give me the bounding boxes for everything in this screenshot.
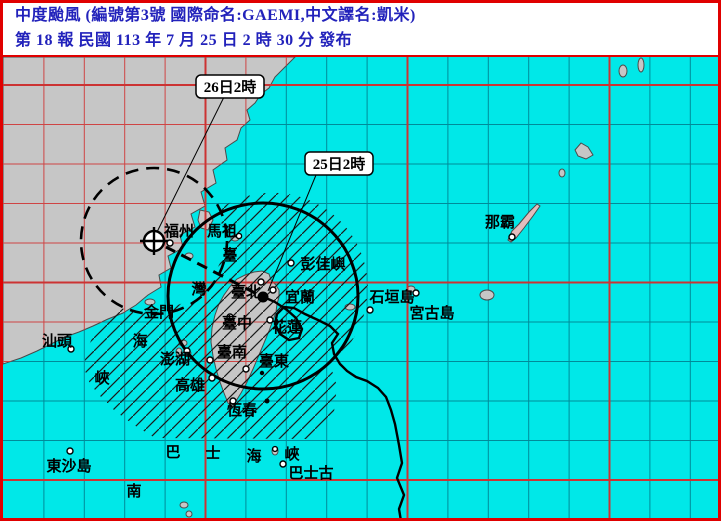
marker-taichung	[226, 313, 234, 321]
label-taichung: 臺中	[222, 314, 252, 332]
marker-taipei	[257, 278, 265, 286]
marker-shantou	[67, 345, 75, 353]
label-shantou: 汕頭	[42, 332, 73, 350]
label-tainan: 臺南	[217, 343, 247, 361]
small-island	[558, 168, 566, 178]
iriomote-island	[479, 289, 495, 301]
marker-mazu	[235, 232, 243, 240]
current-time-callout: 25日2時	[304, 151, 374, 176]
marker-hualien	[266, 316, 274, 324]
small-island	[637, 57, 645, 73]
current-callout-pointer	[267, 174, 317, 292]
label-pengjiayu: 彭佳嶼	[300, 255, 345, 273]
label-dongsha: 東沙島	[46, 457, 91, 475]
marker-miyako	[412, 289, 420, 297]
label-mazu: 馬祖	[207, 222, 237, 240]
typhoon-title: 中度颱風 (編號第3號 國際命名:GAEMI,中文譯名:凱米)	[15, 7, 416, 24]
small-island	[179, 501, 189, 509]
marker-basco	[279, 460, 287, 468]
label-kinmen: 金門	[143, 303, 174, 321]
amami-island	[574, 142, 594, 160]
marker-bashi-islet	[271, 445, 279, 453]
marker-fuzhou	[166, 239, 174, 247]
small-island	[185, 510, 193, 518]
forecast-time-text: 26日2時	[204, 78, 257, 96]
label-fuzhou: 福州	[163, 222, 194, 240]
city-markers	[66, 232, 516, 468]
green-island-dot	[259, 370, 265, 376]
forecast-position-symbol	[140, 227, 168, 255]
label-south-china-sea: 南	[126, 482, 141, 500]
marker-penghu	[183, 347, 191, 355]
label-hengchun: 恆春	[226, 401, 257, 419]
marker-naha	[508, 233, 516, 241]
place-labels: 汕頭 福州 馬祖 金門 彭佳嶼 臺北 宜蘭 臺中 花蓮 臺南 臺東 澎湖 高雄 …	[42, 213, 515, 500]
label-strait-char: 灣	[191, 280, 206, 298]
marker-ishigaki	[366, 306, 374, 314]
forecast-time-callout: 26日2時	[195, 74, 265, 99]
marker-kaohsiung	[208, 374, 216, 382]
label-bashi-char: 海	[246, 447, 261, 465]
label-miyako: 宮古島	[409, 304, 454, 322]
past-track-line	[265, 296, 406, 518]
marker-taitung	[242, 365, 250, 373]
forecast-callout-pointer	[155, 96, 225, 235]
warning-area-hatch	[84, 192, 368, 439]
marker-dongsha	[66, 447, 74, 455]
forecast-wind-circle	[79, 166, 229, 316]
label-penghu: 澎湖	[160, 350, 190, 368]
orchid-island-dot	[264, 398, 270, 404]
label-yilan: 宜蘭	[285, 288, 315, 306]
small-island	[618, 64, 628, 78]
label-ishigaki: 石垣島	[368, 288, 414, 306]
label-basco: 巴士古	[288, 464, 333, 482]
kinmen-island	[144, 298, 156, 306]
label-bashi-char: 峽	[284, 445, 300, 463]
label-hualien: 花蓮	[272, 318, 302, 336]
current-time-text: 25日2時	[313, 155, 366, 173]
label-strait-char: 臺	[222, 246, 237, 264]
storm-wind-circle	[166, 201, 360, 391]
label-strait-char: 海	[132, 332, 147, 350]
label-taipei: 臺北	[231, 283, 261, 301]
track-map: 汕頭 福州 馬祖 金門 彭佳嶼 臺北 宜蘭 臺中 花蓮 臺南 臺東 澎湖 高雄 …	[3, 57, 718, 518]
label-naha: 那霸	[485, 213, 515, 231]
marker-keelung	[269, 286, 277, 294]
label-strait-char: 峽	[94, 369, 110, 387]
marker-hengchun	[229, 397, 237, 405]
label-bashi-char: 巴	[165, 444, 180, 461]
advisory-header: 中度颱風 (編號第3號 國際命名:GAEMI,中文譯名:凱米) 第 18 報 民…	[3, 3, 718, 57]
label-kaohsiung: 高雄	[175, 376, 205, 394]
typhoon-center-dot	[257, 291, 269, 303]
marker-pengjiayu	[287, 259, 295, 267]
china-coast	[3, 57, 296, 365]
label-bashi-char: 士	[205, 444, 220, 462]
marker-tainan	[206, 356, 214, 364]
label-taitung: 臺東	[259, 352, 289, 370]
advisory-issue-time: 第 18 報 民國 113 年 7 月 25 日 2 時 30 分 發布	[15, 32, 353, 49]
